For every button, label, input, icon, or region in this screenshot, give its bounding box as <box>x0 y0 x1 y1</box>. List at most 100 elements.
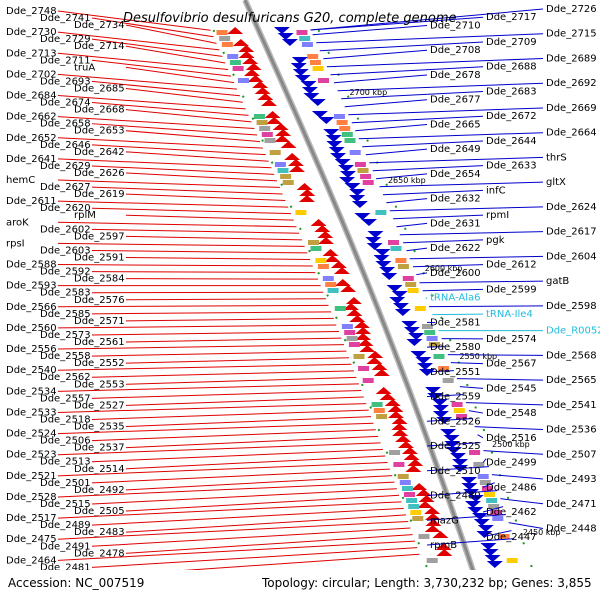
reverse-gene-arrow <box>242 57 259 64</box>
reverse-gene-arrow <box>373 369 390 376</box>
category-block-left <box>376 414 388 419</box>
right-gene-label: Dde_2536 <box>546 425 597 436</box>
forward-gene-arrow <box>381 273 398 280</box>
left-gene-label: aroK <box>6 217 29 228</box>
right-label-leader <box>341 90 484 100</box>
kbp-marker-label: 2600 kbp <box>425 264 463 273</box>
category-block-right <box>296 30 308 35</box>
left-gene-label: Dde_2506 <box>40 436 91 447</box>
left-label-leader <box>91 409 369 420</box>
right-label-leader <box>334 74 428 84</box>
category-block-left <box>229 60 241 65</box>
category-block-right <box>375 210 387 215</box>
category-block-right <box>479 480 491 485</box>
category-block-left <box>401 486 413 491</box>
category-block-left <box>277 168 289 173</box>
reverse-gene-arrow <box>324 255 341 262</box>
forward-gene-arrow <box>431 399 448 406</box>
right-gene-label: Dde_R0052 <box>546 326 600 337</box>
forward-gene-arrow <box>273 27 290 34</box>
right-label-leader <box>468 410 484 414</box>
category-block-right <box>486 498 498 503</box>
left-label-leader <box>57 344 344 350</box>
reverse-gene-arrow <box>418 495 435 502</box>
category-block-left <box>412 516 424 521</box>
forward-gene-arrow <box>480 543 497 550</box>
right-gene-label: Dde_2604 <box>546 251 597 262</box>
category-block-right <box>481 486 493 491</box>
left-gene-label: Dde_2483 <box>74 527 125 538</box>
category-block-left <box>238 78 249 83</box>
category-block-right <box>341 132 353 137</box>
right-gene-label: Dde_2548 <box>486 408 537 419</box>
left-label-leader <box>91 165 275 175</box>
right-label-leader <box>355 123 428 132</box>
right-gene-label: Dde_2624 <box>546 202 597 213</box>
category-block-right <box>318 78 329 83</box>
category-block-right <box>344 138 356 143</box>
left-label-leader <box>125 435 379 449</box>
left-label-leader <box>125 24 217 44</box>
forward-gene-arrow <box>440 429 457 436</box>
right-label-leader <box>358 132 544 140</box>
forward-gene-arrow <box>351 201 368 208</box>
reverse-gene-arrow <box>424 525 441 532</box>
left-label-leader <box>57 481 395 498</box>
forward-gene-arrow <box>344 183 361 190</box>
kbp-marker-label: 2650 kbp <box>388 176 426 185</box>
kbp-marker-label: 2450 kbp <box>523 528 561 537</box>
right-label-leader <box>426 514 506 521</box>
category-block-left <box>322 276 334 281</box>
reverse-gene-arrow <box>280 141 297 148</box>
left-gene-label: Dde_2693 <box>40 76 91 87</box>
forward-gene-arrow <box>318 117 335 124</box>
forward-gene-arrow <box>325 135 342 142</box>
category-block-left <box>399 480 411 485</box>
left-label-leader <box>125 172 278 182</box>
category-block-right <box>407 288 419 293</box>
forward-gene-arrow <box>418 369 435 376</box>
forward-gene-arrow <box>449 453 466 460</box>
left-gene-label: Dde_2611 <box>6 196 57 207</box>
left-gene-label: Dde_2627 <box>40 182 91 193</box>
forward-gene-arrow <box>386 285 403 292</box>
right-gene-label: Dde_2717 <box>486 12 537 23</box>
forward-gene-arrow <box>391 291 408 298</box>
reverse-gene-arrow <box>359 345 376 352</box>
left-gene-label: Dde_2492 <box>74 485 125 496</box>
reverse-gene-arrow <box>266 117 283 124</box>
right-label-leader <box>419 280 544 284</box>
left-label-leader <box>91 370 354 378</box>
reverse-gene-arrow <box>287 159 304 166</box>
left-gene-label: Dde_2642 <box>74 147 125 158</box>
left-gene-label: Dde_2713 <box>6 48 57 59</box>
right-label-leader <box>416 272 428 276</box>
forward-gene-arrow <box>366 243 383 250</box>
forward-gene-arrow <box>482 549 499 556</box>
forward-gene-arrow <box>392 303 409 310</box>
category-block-left <box>317 264 329 269</box>
forward-gene-arrow <box>290 63 307 70</box>
right-gene-label: Dde_2688 <box>486 62 537 73</box>
left-gene-label: Dde_2674 <box>40 98 91 109</box>
category-block-left <box>344 330 356 335</box>
category-block-right <box>301 42 313 47</box>
left-label-leader <box>57 242 305 247</box>
category-block-right <box>442 378 454 383</box>
forward-gene-arrow <box>303 93 320 100</box>
forward-gene-arrow <box>443 435 460 442</box>
category-block-left <box>310 246 322 251</box>
reverse-gene-arrow <box>387 405 404 412</box>
forward-gene-arrow <box>379 267 396 274</box>
forward-gene-arrow <box>425 387 442 394</box>
reverse-gene-arrow <box>424 513 441 520</box>
topology-text: Topology: circular; Length: 3,730,232 bp… <box>261 576 592 590</box>
category-block-right <box>498 534 510 539</box>
left-label-leader <box>91 507 404 526</box>
left-gene-label: Dde_2629 <box>40 161 91 172</box>
left-gene-label: Dde_2620 <box>40 203 91 214</box>
right-gene-label: Dde_2600 <box>430 268 481 279</box>
reverse-gene-arrow <box>343 303 360 310</box>
left-gene-label: Dde_2562 <box>40 372 91 383</box>
left-label-leader <box>57 116 255 129</box>
